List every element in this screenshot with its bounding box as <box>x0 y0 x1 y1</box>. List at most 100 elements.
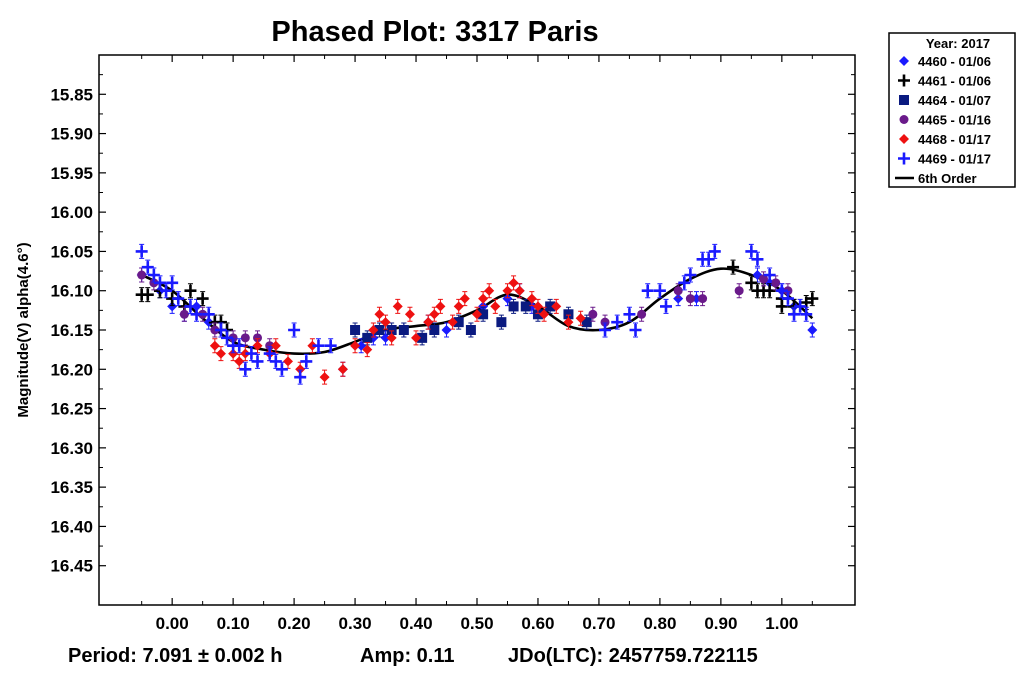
data-point <box>214 324 227 336</box>
data-point <box>153 276 166 289</box>
data-point <box>453 317 464 328</box>
series-4461 <box>135 259 819 338</box>
data-point <box>563 317 574 328</box>
x-tick-label: 0.50 <box>460 614 493 633</box>
data-point <box>514 285 525 296</box>
data-point <box>759 274 769 284</box>
data-point <box>253 333 263 343</box>
data-point <box>478 309 489 320</box>
data-point <box>660 300 672 313</box>
data-point <box>775 300 788 313</box>
legend-label: 4465 - 01/16 <box>918 113 991 128</box>
data-point <box>198 309 208 319</box>
data-point <box>685 294 695 304</box>
data-point <box>508 301 519 312</box>
data-point <box>806 292 819 305</box>
legend-item: 4468 - 01/17 <box>899 132 991 147</box>
data-point <box>429 309 440 320</box>
data-point <box>678 276 691 289</box>
data-point <box>653 284 666 297</box>
data-point <box>374 309 385 320</box>
data-point <box>575 313 586 324</box>
data-point <box>209 340 220 351</box>
data-point <box>702 253 715 266</box>
legend-item: 4461 - 01/06 <box>898 74 991 89</box>
period-text: Period: 7.091 ± 0.002 h <box>68 645 282 667</box>
data-point <box>350 325 361 335</box>
y-tick-label: 16.45 <box>50 557 93 576</box>
data-point <box>141 288 154 301</box>
data-point <box>362 344 373 355</box>
legend-label: 4464 - 01/07 <box>918 93 991 108</box>
data-point <box>435 301 446 312</box>
y-axis-label: Magnitude(V) alpha(4.6°) <box>15 242 32 417</box>
data-point <box>275 363 288 376</box>
data-point <box>641 284 654 297</box>
data-point <box>283 356 293 367</box>
legend: Year: 2017 4460 - 01/06 4461 - 01/06 4464 … <box>888 32 1016 188</box>
legend-item: 4469 - 01/17 <box>898 152 991 167</box>
data-point <box>294 371 307 384</box>
data-point <box>135 245 148 258</box>
data-point <box>763 284 776 297</box>
legend-marker <box>899 95 909 105</box>
data-point <box>441 325 452 335</box>
x-tick-label: 0.90 <box>704 614 737 633</box>
y-tick-label: 16.20 <box>50 360 93 379</box>
legend-item: 4464 - 01/07 <box>899 93 991 108</box>
data-point <box>588 309 598 319</box>
data-point <box>300 355 313 368</box>
data-point <box>800 308 813 321</box>
data-point <box>727 261 740 274</box>
y-tick-label: 16.25 <box>50 400 93 419</box>
y-tick-label: 15.85 <box>50 85 93 104</box>
x-tick-label: 0.00 <box>156 614 189 633</box>
x-axis: 0.00 0.10 0.20 0.30 0.40 0.50 0.60 0.70 0.80 0.90… <box>141 55 813 633</box>
data-point <box>708 245 721 258</box>
data-point <box>551 301 562 312</box>
data-point <box>221 331 234 344</box>
data-point <box>386 325 397 335</box>
y-tick-label: 16.40 <box>50 517 93 536</box>
data-point <box>404 309 415 320</box>
legend-marker <box>898 152 910 165</box>
legend-item: 4460 - 01/06 <box>899 54 991 69</box>
data-point <box>465 325 476 335</box>
legend-marker <box>898 74 910 87</box>
data-point <box>751 253 764 266</box>
data-point <box>269 355 282 368</box>
data-point <box>698 294 708 304</box>
data-point <box>520 301 531 312</box>
data-point <box>478 301 489 312</box>
y-tick-label: 15.95 <box>50 164 93 183</box>
data-point <box>215 348 226 359</box>
data-point <box>191 301 202 312</box>
data-point <box>362 332 373 343</box>
data-point <box>423 317 434 328</box>
data-point <box>137 270 147 280</box>
x-tick-label: 0.60 <box>521 614 554 633</box>
data-point <box>453 301 464 312</box>
data-point <box>563 309 574 320</box>
data-point <box>478 293 489 304</box>
data-point <box>337 364 348 375</box>
data-point <box>356 340 367 351</box>
data-point <box>324 339 337 352</box>
data-point <box>288 324 301 336</box>
jdo-text: JDo(LTC): 2457759.722115 <box>508 645 758 667</box>
data-point <box>149 278 159 288</box>
data-point <box>190 308 203 321</box>
legend-title: Year: 2017 <box>926 36 990 51</box>
data-point <box>203 317 214 328</box>
series-4469 <box>135 243 813 385</box>
data-point <box>252 340 263 351</box>
x-tick-label: 0.80 <box>643 614 676 633</box>
data-point <box>368 325 379 335</box>
data-point <box>411 332 422 343</box>
data-point <box>745 245 758 258</box>
data-point <box>629 324 642 336</box>
data-point <box>807 325 818 335</box>
data-point <box>228 333 238 343</box>
data-point <box>673 293 684 304</box>
data-point <box>210 325 220 335</box>
